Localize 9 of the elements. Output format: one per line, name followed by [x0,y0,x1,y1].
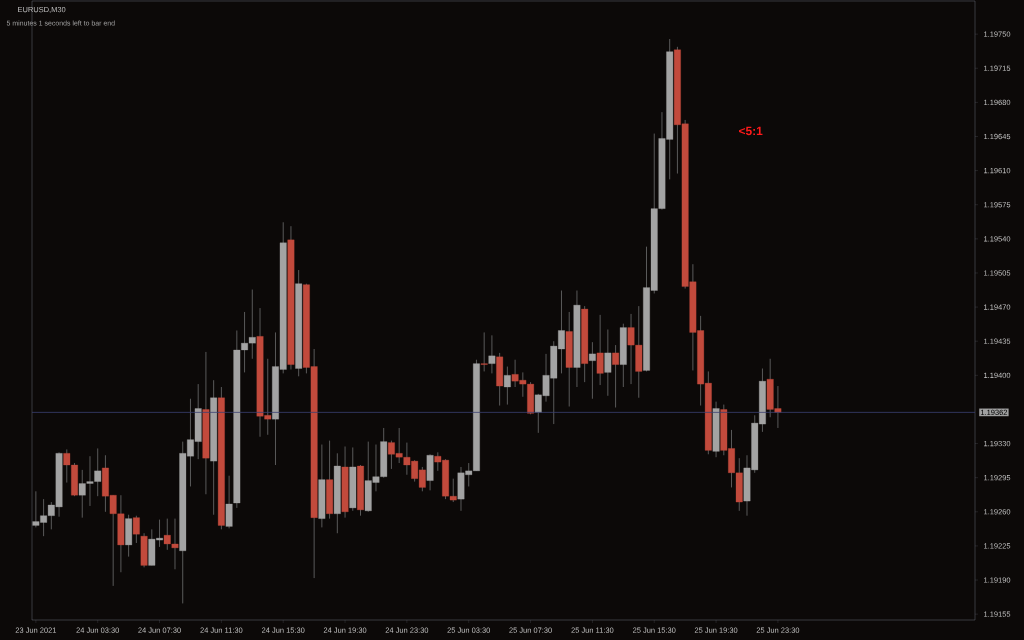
candlestick [612,344,619,408]
candlestick [604,329,612,397]
candlestick [480,331,488,372]
candlestick [589,341,596,400]
candlestick [132,515,140,544]
candlestick [503,366,511,406]
candlestick [488,334,496,374]
candlestick [596,314,604,386]
annotation: <5:1 [739,126,763,136]
